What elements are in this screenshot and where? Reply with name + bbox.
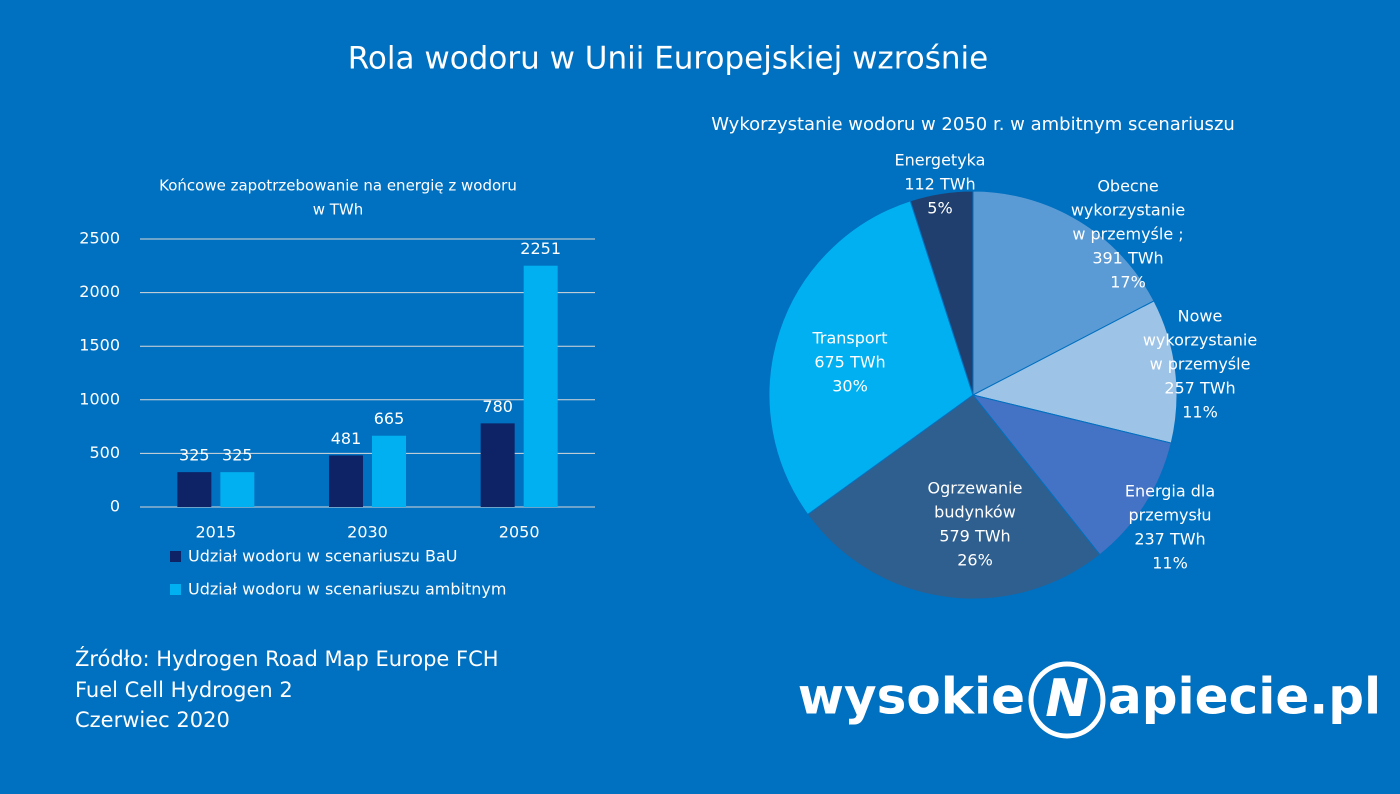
y-tick-label: 1000 [79, 389, 120, 408]
pie-label: 30% [832, 377, 868, 396]
source-line: Fuel Cell Hydrogen 2 [75, 678, 293, 702]
data-label: 325 [222, 446, 253, 465]
pie-label: Ogrzewanie [928, 479, 1023, 498]
pie-slice [972, 190, 1155, 396]
main-title: Rola wodoru w Unii Europejskiej wzrośnie [348, 41, 988, 77]
pie-label: budynków [934, 503, 1016, 522]
pie-label: 11% [1152, 554, 1188, 573]
pie-label: 112 TWh [904, 175, 975, 194]
data-label: 780 [482, 397, 513, 416]
pie-label: 11% [1182, 403, 1218, 422]
pie-slice [806, 394, 1101, 600]
logo-right: apiecie.pl [1108, 668, 1381, 726]
y-tick-label: 2500 [79, 229, 120, 248]
pie-slice [971, 300, 1178, 444]
chart-title: Końcowe zapotrzebowanie na energię z wod… [159, 177, 517, 195]
y-tick-label: 500 [89, 443, 120, 462]
pie-label: 391 TWh [1092, 249, 1163, 268]
source-line: Czerwiec 2020 [75, 708, 230, 732]
pie-label: przemysłu [1128, 506, 1211, 525]
logo: wysokie N apiecie.pl [798, 661, 1381, 739]
data-label: 2251 [520, 239, 561, 258]
x-tick-label: 2030 [347, 523, 388, 542]
x-tick-label: 2015 [195, 523, 236, 542]
pie-label: 17% [1110, 273, 1146, 292]
pie-label: Transport [811, 329, 887, 348]
logo-left: wysokie [798, 668, 1025, 726]
x-tick-label: 2050 [499, 523, 540, 542]
bar [329, 455, 363, 507]
pie-label: wykorzystanie [1143, 331, 1257, 350]
pie-label: Energetyka [895, 151, 986, 170]
data-label: 665 [374, 409, 405, 428]
bar [372, 435, 406, 507]
logo-ring [1028, 661, 1106, 739]
y-tick-label: 1500 [79, 336, 120, 355]
pie-label: 579 TWh [939, 527, 1010, 546]
pie-label: 675 TWh [814, 353, 885, 372]
pie-label: Obecne [1097, 177, 1158, 196]
pie-label: 257 TWh [1164, 379, 1235, 398]
bar [480, 423, 515, 507]
logo-mark: N [1045, 669, 1089, 729]
legend-swatch [170, 551, 181, 562]
bar [220, 472, 255, 507]
pie-slice [971, 394, 1172, 556]
data-label: 325 [179, 446, 210, 465]
pie-label: Nowe [1178, 307, 1223, 326]
legend-label: Udział wodoru w scenariuszu BaU [188, 547, 457, 566]
pie-label: 26% [957, 551, 993, 570]
y-tick-label: 2000 [79, 282, 120, 301]
source-line: Źródło: Hydrogen Road Map Europe FCH [75, 646, 499, 671]
pie-label: 237 TWh [1134, 530, 1205, 549]
chart-title: w TWh [313, 201, 364, 219]
chart-title: Wykorzystanie wodoru w 2050 r. w ambitny… [711, 114, 1235, 135]
pie-label: w przemyśle ; [1072, 225, 1183, 244]
pie-label: Energia dla [1125, 482, 1215, 501]
pie-label: 5% [927, 199, 952, 218]
bar [177, 472, 212, 507]
legend-swatch [170, 584, 181, 595]
data-label: 481 [331, 429, 362, 448]
y-tick-label: 0 [110, 497, 120, 516]
pie-label: wykorzystanie [1071, 201, 1185, 220]
bar [523, 265, 558, 507]
pie-label: w przemyśle [1150, 355, 1251, 374]
pie-slice [768, 200, 974, 516]
pie-slice [909, 190, 974, 396]
legend-label: Udział wodoru w scenariuszu ambitnym [188, 580, 506, 599]
